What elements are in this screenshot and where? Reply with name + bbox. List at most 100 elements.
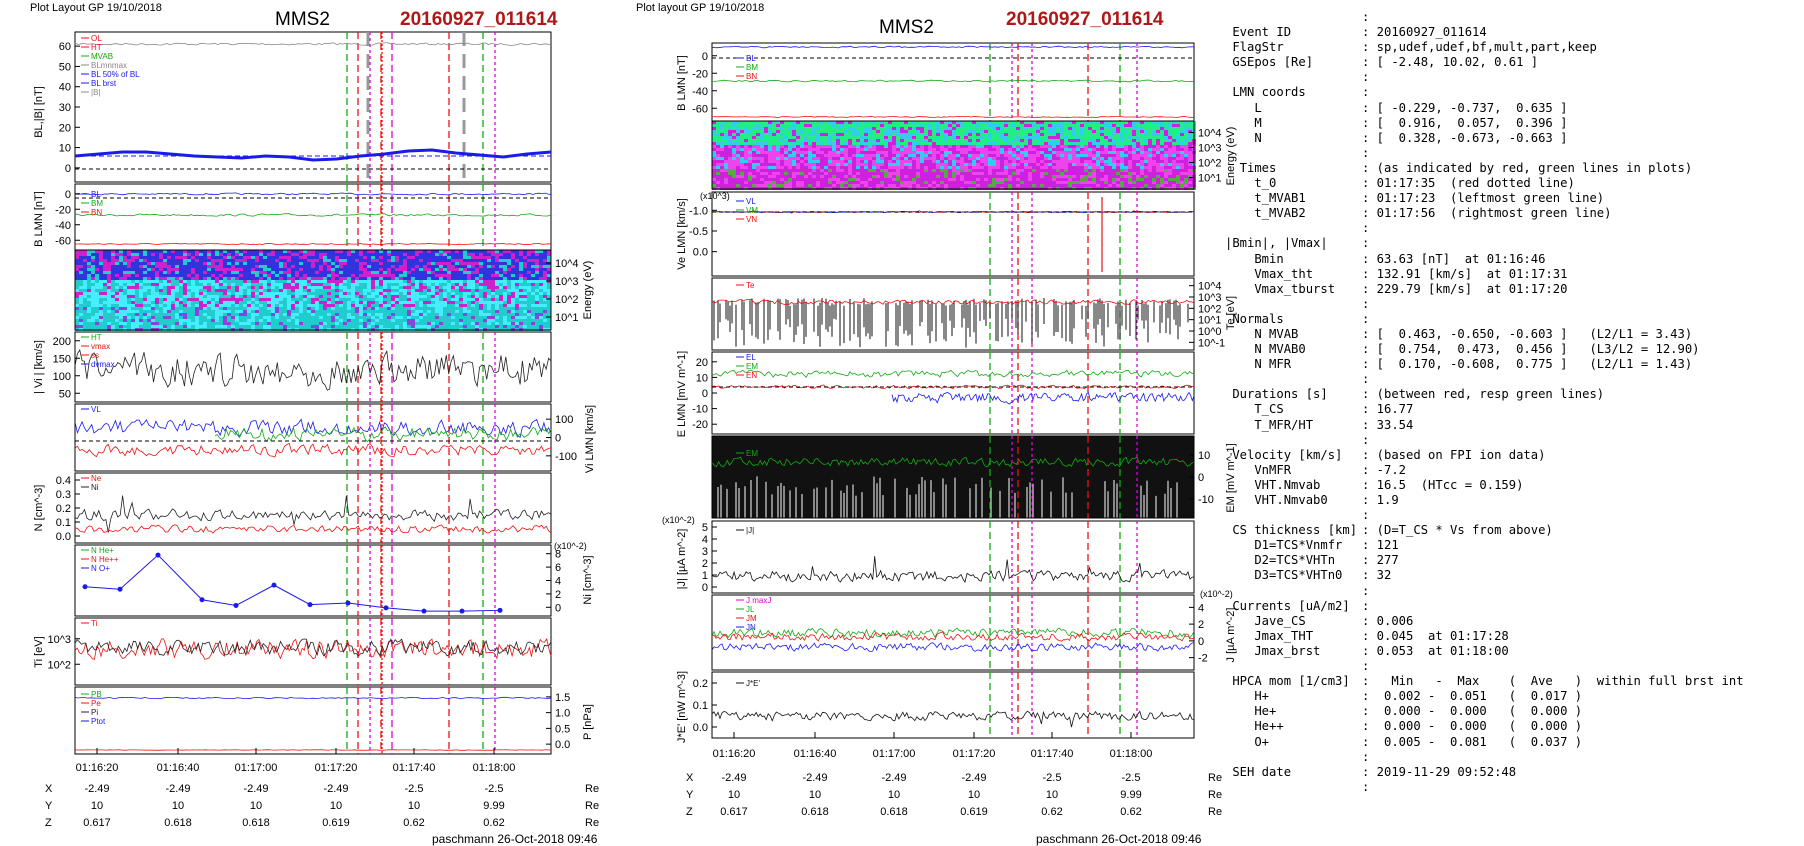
spectrogram-cell xyxy=(75,322,79,325)
spectrogram-cell xyxy=(251,325,255,328)
spectrogram-cell xyxy=(223,310,227,313)
spectrogram-cell xyxy=(840,142,844,145)
spectrogram-cell xyxy=(543,268,547,271)
spectrogram-cell xyxy=(127,253,131,256)
spectrogram-cell xyxy=(860,139,864,142)
spectrogram-cell xyxy=(475,265,479,268)
spectrogram-cell xyxy=(311,295,315,298)
spectrogram-cell xyxy=(864,157,868,160)
spectrogram-cell xyxy=(788,130,792,133)
spectrogram-cell xyxy=(876,166,880,169)
spectrogram-cell xyxy=(327,256,331,259)
spectrogram-cell xyxy=(720,175,724,178)
spectrogram-cell xyxy=(383,253,387,256)
spectrogram-cell xyxy=(295,325,299,328)
spectrogram-cell xyxy=(720,145,724,148)
spectrogram-cell xyxy=(836,145,840,148)
spectrogram-cell xyxy=(800,124,804,127)
spectrogram-cell xyxy=(375,259,379,262)
spectrogram-cell xyxy=(844,175,848,178)
spectrogram-cell xyxy=(920,184,924,187)
spectrogram-cell xyxy=(263,325,267,328)
spectrogram-cell xyxy=(527,289,531,292)
spectrogram-cell xyxy=(223,289,227,292)
spectrogram-cell xyxy=(527,325,531,328)
spectrogram-cell xyxy=(908,178,912,181)
spectrogram-cell xyxy=(419,298,423,301)
spectrogram-cell xyxy=(99,274,103,277)
spectrogram-cell xyxy=(143,259,147,262)
spectrogram-cell xyxy=(519,280,523,283)
spectrogram-cell xyxy=(531,301,535,304)
spectrogram-cell xyxy=(940,133,944,136)
y-tick-label: -20 xyxy=(692,68,708,80)
spectrogram-cell xyxy=(243,298,247,301)
spectrogram-cell xyxy=(215,277,219,280)
spectrogram-cell xyxy=(864,160,868,163)
spectrogram-cell xyxy=(539,304,543,307)
spectrogram-cell xyxy=(475,268,479,271)
spectrogram-cell xyxy=(107,286,111,289)
spectrogram-cell xyxy=(748,154,752,157)
spectrogram-cell xyxy=(347,319,351,322)
spectrogram-cell xyxy=(904,130,908,133)
spectrogram-cell xyxy=(736,175,740,178)
spectrogram-cell xyxy=(263,310,267,313)
spectrogram-cell xyxy=(303,325,307,328)
spectrogram-cell xyxy=(884,163,888,166)
spectrogram-cell xyxy=(359,271,363,274)
spectrogram-cell xyxy=(231,310,235,313)
spectrogram-cell xyxy=(527,307,531,310)
spectrogram-cell xyxy=(896,127,900,130)
spectrogram-cell xyxy=(79,268,83,271)
spectrogram-cell xyxy=(828,181,832,184)
spectrogram-cell xyxy=(343,313,347,316)
spectrogram-cell xyxy=(435,289,439,292)
spectrogram-cell xyxy=(932,172,936,175)
spectrogram-cell xyxy=(904,124,908,127)
spectrogram-cell xyxy=(139,301,143,304)
spectrogram-cell xyxy=(267,322,271,325)
spectrogram-cell xyxy=(796,127,800,130)
spectrogram-cell xyxy=(83,316,87,319)
spectrogram-cell xyxy=(99,256,103,259)
spectrogram-cell xyxy=(251,271,255,274)
spectrogram-cell xyxy=(231,277,235,280)
spectrogram-cell xyxy=(435,310,439,313)
spectrogram-cell xyxy=(95,265,99,268)
spectrogram-cell xyxy=(143,253,147,256)
spectrogram-cell xyxy=(235,307,239,310)
spectrogram-cell xyxy=(431,322,435,325)
spectrogram-cell xyxy=(195,310,199,313)
spectrogram-cell xyxy=(864,172,868,175)
spectrogram-cell xyxy=(267,307,271,310)
spectrogram-cell xyxy=(832,127,836,130)
spectrogram-cell xyxy=(736,169,740,172)
spectrogram-cell xyxy=(800,160,804,163)
spectrogram-cell xyxy=(183,298,187,301)
spectrogram-cell xyxy=(287,289,291,292)
spectrogram-cell xyxy=(367,283,371,286)
spectrogram-cell xyxy=(199,271,203,274)
spectrogram-cell xyxy=(844,160,848,163)
spectrogram-cell xyxy=(752,124,756,127)
spectrogram-cell xyxy=(916,154,920,157)
spectrogram-cell xyxy=(756,142,760,145)
spectrogram-cell xyxy=(199,274,203,277)
spectrogram-cell xyxy=(267,316,271,319)
spectrogram-cell xyxy=(447,292,451,295)
spectrogram-cell xyxy=(203,295,207,298)
spectrogram-cell xyxy=(900,142,904,145)
spectrogram-cell xyxy=(291,253,295,256)
spectrogram-cell xyxy=(928,178,932,181)
spectrogram-cell xyxy=(916,127,920,130)
spectrogram-cell xyxy=(411,283,415,286)
spectrogram-cell xyxy=(872,139,876,142)
spectrogram-cell xyxy=(187,283,191,286)
spectrogram-cell xyxy=(423,262,427,265)
spectrogram-cell xyxy=(359,322,363,325)
spectrogram-cell xyxy=(736,181,740,184)
legend-label: BL xyxy=(91,190,101,199)
spectrogram-cell xyxy=(335,304,339,307)
spectrogram-cell xyxy=(800,154,804,157)
